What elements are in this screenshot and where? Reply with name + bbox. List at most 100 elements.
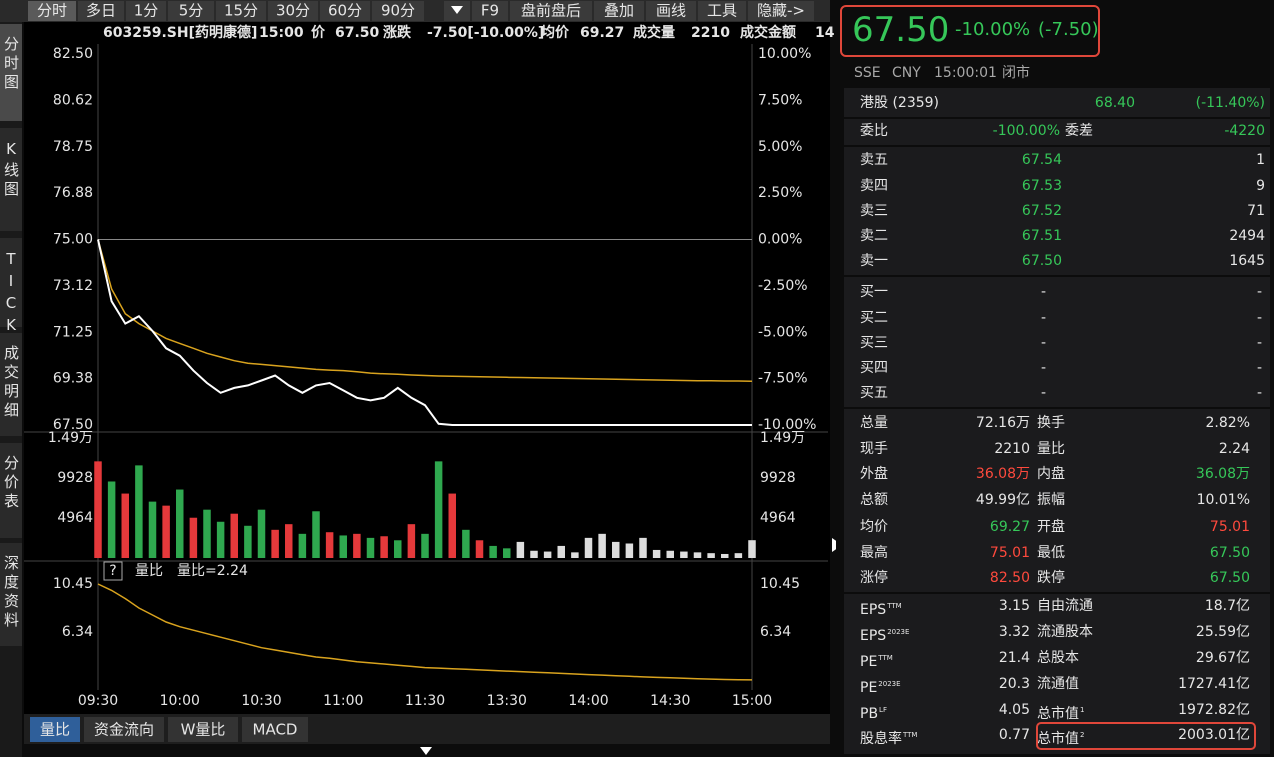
volume-bar	[244, 525, 252, 558]
quote-text: -	[1040, 284, 1046, 300]
volume-bar	[257, 509, 266, 558]
toolbar-tab[interactable]	[748, 1, 814, 21]
toolbar-tab[interactable]	[28, 1, 76, 21]
side-tab-label: 分时图	[2, 36, 20, 93]
bottom-tab[interactable]	[168, 717, 238, 742]
toolbar-tab-label: 60分	[328, 2, 362, 20]
volume-bar	[734, 553, 743, 558]
quote-text: -	[1256, 360, 1262, 376]
quote-text: 买三	[860, 335, 888, 351]
toolbar-tab[interactable]	[698, 1, 746, 21]
volume-bar	[325, 532, 334, 558]
toolbar-tab[interactable]	[472, 1, 508, 21]
quote-text: 1	[1256, 152, 1265, 168]
side-tab[interactable]	[0, 443, 22, 538]
toolbar-tab[interactable]	[268, 1, 318, 21]
toolbar-tab[interactable]	[594, 1, 644, 21]
side-tab[interactable]	[0, 333, 22, 436]
side-tab[interactable]	[0, 543, 22, 646]
expand-arrow[interactable]	[832, 538, 836, 552]
volume-bar	[584, 537, 593, 558]
label: 总市值	[1037, 731, 1079, 747]
y-tick-label: 82.50	[53, 46, 93, 62]
toolbar-tab[interactable]	[216, 1, 266, 21]
toolbar-tab[interactable]	[372, 1, 424, 21]
volume-bar	[680, 551, 688, 558]
label-with-sup: EPSTTM	[860, 597, 902, 619]
label: PE	[860, 654, 878, 670]
quote-text: 67.50	[1209, 545, 1250, 561]
quote-text: 最高	[860, 545, 888, 561]
side-tab-label: 成交明细	[2, 345, 20, 421]
ratio-label: 量比=2.24	[177, 563, 248, 579]
toolbar-tab-label: 叠加	[604, 2, 634, 20]
info-item: 成交量	[633, 24, 675, 41]
toolbar-tab-label: 多日	[86, 2, 116, 20]
label-with-sup: PE2023E	[860, 675, 901, 697]
ratio-tick-label: 6.34	[62, 624, 93, 640]
toolbar-tab[interactable]	[646, 1, 696, 21]
quote-text: 最低	[1037, 545, 1065, 561]
toolbar-tab[interactable]	[78, 1, 124, 21]
quote-text: 2003.01亿	[1178, 727, 1250, 743]
y2-tick-label: 0.00%	[758, 232, 802, 248]
quote-text: 卖四	[860, 178, 888, 194]
info-item: 价	[311, 25, 326, 41]
quote-text: 67.50	[1021, 253, 1062, 269]
volume-tick-label: 1.49万	[760, 430, 805, 446]
volume-bar	[448, 493, 456, 558]
toolbar-tab-label: 1分	[134, 2, 159, 20]
side-tab[interactable]	[0, 24, 22, 121]
quote-text: 卖五	[860, 152, 888, 168]
quote-text: 2.82%	[1205, 415, 1250, 431]
quote-text: 72.16万	[975, 415, 1030, 431]
volume-tick-label: 1.49万	[48, 430, 93, 446]
quote-text: 67.53	[1021, 178, 1062, 194]
volume-bar	[339, 535, 347, 558]
x-tick-label: 13:30	[487, 693, 527, 709]
bottom-tab[interactable]	[84, 717, 164, 742]
quote-text: 0.77	[998, 727, 1030, 743]
toolbar-tab[interactable]	[126, 1, 166, 21]
x-tick-label: 10:00	[160, 693, 200, 709]
quote-text: 开盘	[1037, 519, 1065, 535]
separator	[844, 117, 1270, 119]
quote-text: 75.01	[989, 545, 1030, 561]
quote-text: 67.52	[1021, 203, 1062, 219]
info-item: 2210	[691, 25, 730, 41]
bottom-tab[interactable]	[242, 717, 308, 742]
side-tab-label: 深度资料	[2, 555, 20, 631]
label: 总股本	[1037, 650, 1079, 666]
x-tick-label: 09:30	[78, 693, 118, 709]
volume-bar	[148, 501, 157, 558]
bottom-tab[interactable]	[30, 717, 80, 742]
label-with-sup: 自由流通	[1037, 597, 1093, 615]
y-tick-label: 67.50	[53, 417, 93, 433]
info-item: 15:00	[259, 25, 304, 41]
ratio-tick-label: 10.45	[760, 576, 800, 592]
volume-bar	[353, 533, 361, 558]
quote-text: 2.24	[1218, 441, 1250, 457]
toolbar-tab-label: 工具	[707, 2, 737, 20]
help-button[interactable]	[103, 561, 123, 581]
side-tab[interactable]	[0, 128, 22, 231]
x-tick-label: 15:00	[732, 693, 772, 709]
volume-bar	[121, 493, 129, 558]
quote-text: 均价	[860, 519, 888, 535]
volume-bar	[203, 509, 211, 558]
info-item: 涨跌	[383, 25, 412, 41]
side-tab[interactable]	[0, 238, 22, 327]
volume-bar	[598, 533, 606, 558]
quote-text: 9	[1256, 178, 1265, 194]
collapse-arrow[interactable]	[420, 747, 432, 755]
toolbar-tab[interactable]	[320, 1, 370, 21]
volume-bar	[434, 461, 443, 558]
volume-bar	[503, 548, 511, 558]
toolbar-tab[interactable]	[168, 1, 214, 21]
toolbar-tab[interactable]	[510, 1, 592, 21]
y-tick-label: 75.00	[53, 232, 93, 248]
label-with-sup: 流通值	[1037, 675, 1079, 693]
volume-bar	[516, 541, 525, 558]
info-item: 成交金额	[740, 24, 796, 41]
quote-text: 4.05	[998, 702, 1030, 718]
